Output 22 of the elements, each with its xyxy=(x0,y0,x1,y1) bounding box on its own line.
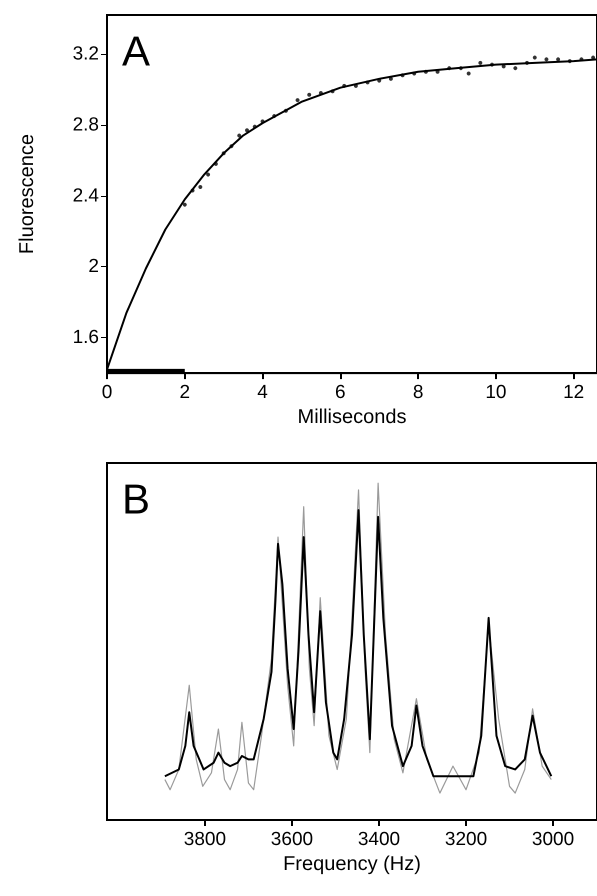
y-tick-label: 2 xyxy=(88,256,99,278)
x-tick-label: 3000 xyxy=(532,829,574,850)
y-tick-label: 2.8 xyxy=(72,114,99,136)
x-tick-label: 3400 xyxy=(358,829,400,850)
x-axis-title: Frequency (Hz) xyxy=(283,852,421,875)
chart-title: A xyxy=(122,28,150,74)
x-tick-label: 6 xyxy=(335,382,346,404)
x-tick-label: 3800 xyxy=(184,829,226,850)
x-tick-label: 0 xyxy=(102,382,112,404)
chart-title: B xyxy=(122,476,150,522)
x-tick-label: 12 xyxy=(563,382,584,404)
x-tick-label: 3200 xyxy=(444,829,488,850)
x-tick-label: 10 xyxy=(485,382,506,404)
y-tick-label: 1.6 xyxy=(72,327,99,348)
y-axis-title: Fluorescence xyxy=(16,134,38,254)
x-tick-label: 3600 xyxy=(270,829,314,850)
x-tick-label: 2 xyxy=(179,382,190,404)
y-tick-label: 2.4 xyxy=(72,185,100,206)
x-axis-title: Milliseconds xyxy=(298,406,406,428)
x-tick-label: 4 xyxy=(257,382,268,404)
x-tick-label: 8 xyxy=(412,382,424,404)
y-tick-label: 3.2 xyxy=(72,44,99,64)
